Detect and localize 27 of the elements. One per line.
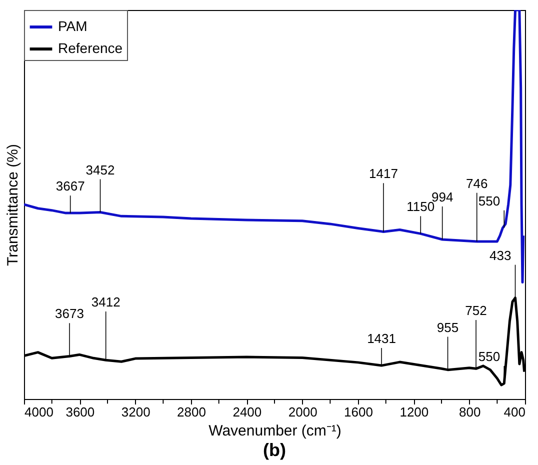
x-axis-title: Wavenumber (cm⁻¹) xyxy=(208,422,342,440)
annotation: 3412 xyxy=(91,294,120,310)
x-tick-label: 2000 xyxy=(288,404,318,420)
annotation: 550 xyxy=(478,193,500,208)
annotation: 3452 xyxy=(86,162,115,178)
y-axis-title: Transmittance (%) xyxy=(4,144,22,266)
annotation: 3667 xyxy=(56,178,85,194)
x-tick-label: 2400 xyxy=(232,404,262,420)
annotation: 752 xyxy=(465,303,487,318)
legend-label: PAM xyxy=(58,18,88,34)
x-tick-label: 800 xyxy=(458,404,481,420)
x-tick-label: 4000 xyxy=(24,404,54,420)
annotation: 1417 xyxy=(369,166,398,182)
annotation: 3673 xyxy=(55,306,84,322)
x-tick-label: 3200 xyxy=(121,404,150,420)
x-tick-label: 2800 xyxy=(177,404,206,420)
annotation: 955 xyxy=(436,320,459,335)
x-tick-label: 400 xyxy=(504,404,526,420)
annotation: 550 xyxy=(478,348,500,364)
annotation: 1431 xyxy=(367,331,396,346)
x-tick-label: 1600 xyxy=(344,404,373,420)
legend-label: Reference xyxy=(58,40,123,56)
x-tick-label: 1200 xyxy=(400,404,429,420)
text: (b) xyxy=(263,440,286,460)
annotation: 746 xyxy=(466,176,488,191)
annotation: 433 xyxy=(490,248,512,263)
x-tick-label: 3600 xyxy=(66,404,95,420)
